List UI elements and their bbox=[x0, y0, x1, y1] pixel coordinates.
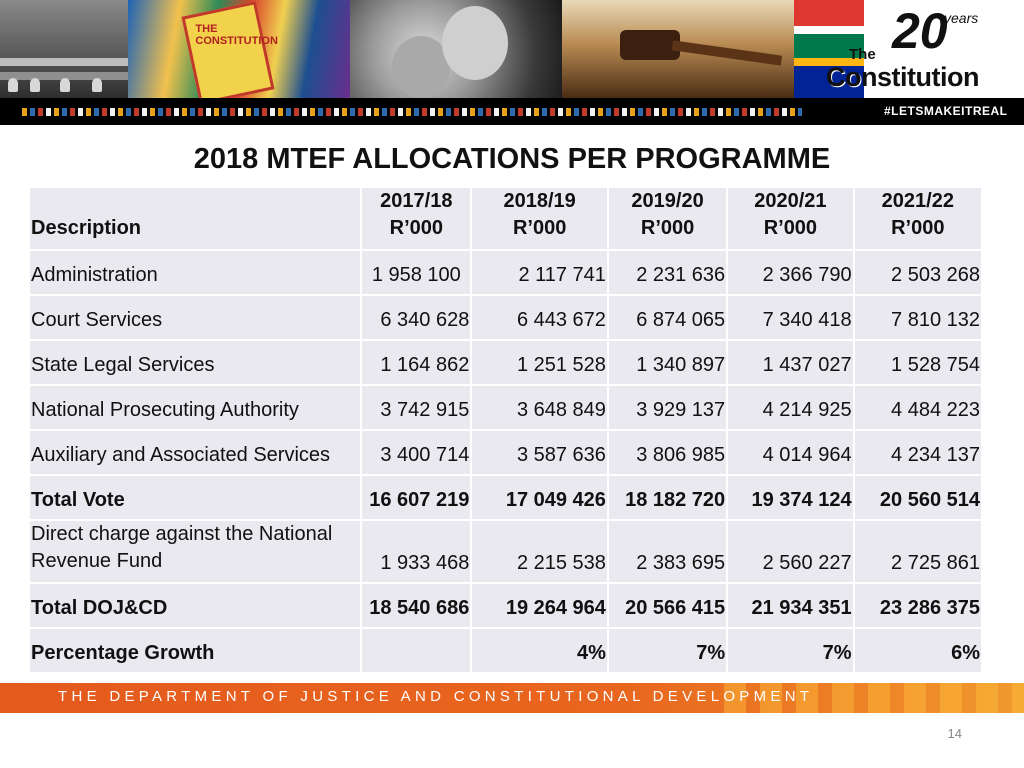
table-cell: 6 340 628 bbox=[362, 296, 473, 341]
table-cell: 1 958 100 bbox=[362, 251, 473, 296]
table-cell: 19 264 964 bbox=[472, 584, 609, 629]
table-cell: 6 443 672 bbox=[472, 296, 609, 341]
table-cell: 7 810 132 bbox=[854, 296, 981, 341]
table-cell: 2 231 636 bbox=[608, 251, 729, 296]
logo-constitution: Constitution bbox=[826, 62, 979, 92]
row-label: National Prosecuting Authority bbox=[30, 386, 363, 431]
table-cell: 2 383 695 bbox=[608, 521, 729, 584]
column-header-2020-21: 2020/21 R’000 bbox=[728, 188, 855, 251]
footer-decoration bbox=[724, 683, 1024, 713]
logo-number: 20 bbox=[892, 3, 948, 59]
column-header-description: Description bbox=[30, 188, 363, 251]
table-cell: 4 484 223 bbox=[854, 386, 981, 431]
footer-bar bbox=[0, 683, 1024, 713]
logo-the: The bbox=[849, 46, 876, 63]
column-header-2018-19: 2018/19 R’000 bbox=[472, 188, 609, 251]
table-row: State Legal Services 1 164 862 1 251 528… bbox=[30, 341, 981, 386]
table-cell: 6% bbox=[854, 629, 981, 674]
column-header-2021-22: 2021/22 R’000 bbox=[854, 188, 981, 251]
table-row: Court Services 6 340 628 6 443 672 6 874… bbox=[30, 296, 981, 341]
row-label: Total DOJ&CD bbox=[30, 584, 363, 629]
table-cell: 1 340 897 bbox=[608, 341, 729, 386]
table-cell: 18 182 720 bbox=[608, 476, 729, 521]
row-label: State Legal Services bbox=[30, 341, 363, 386]
row-label: Court Services bbox=[30, 296, 363, 341]
table-cell: 3 587 636 bbox=[472, 431, 609, 476]
table-cell: 20 560 514 bbox=[854, 476, 981, 521]
table-cell: 2 215 538 bbox=[472, 521, 609, 584]
row-label: Percentage Growth bbox=[30, 629, 363, 674]
gavel-photo bbox=[562, 0, 794, 98]
table-cell bbox=[362, 629, 473, 674]
table-row-total-vote: Total Vote 16 607 219 17 049 426 18 182 … bbox=[30, 476, 981, 521]
table-cell: 3 648 849 bbox=[472, 386, 609, 431]
table-cell: 2 366 790 bbox=[728, 251, 855, 296]
table-cell: 20 566 415 bbox=[608, 584, 729, 629]
department-name: THE DEPARTMENT OF JUSTICE AND CONSTITUTI… bbox=[58, 688, 814, 705]
table-cell: 7 340 418 bbox=[728, 296, 855, 341]
decorative-dot-strip bbox=[22, 108, 802, 116]
allocations-table: Description 2017/18 R’000 2018/19 R’000 20… bbox=[30, 188, 981, 674]
row-label: Direct charge against the National Reven… bbox=[30, 521, 363, 584]
table-cell: 21 934 351 bbox=[728, 584, 855, 629]
table-cell: 2 725 861 bbox=[854, 521, 981, 584]
table-cell: 3 929 137 bbox=[608, 386, 729, 431]
column-header-2019-20: 2019/20 R’000 bbox=[608, 188, 729, 251]
table-row-percentage-growth: Percentage Growth 4% 7% 7% 6% bbox=[30, 629, 981, 674]
row-label-line-2: Revenue Fund bbox=[31, 550, 163, 572]
table-cell: 2 503 268 bbox=[854, 251, 981, 296]
table-header-row: Description 2017/18 R’000 2018/19 R’000 20… bbox=[30, 188, 981, 251]
table-cell: 2 560 227 bbox=[728, 521, 855, 584]
table-cell: 3 400 714 bbox=[362, 431, 473, 476]
row-label: Administration bbox=[30, 251, 363, 296]
table-cell: 2 117 741 bbox=[472, 251, 609, 296]
table-cell: 1 437 027 bbox=[728, 341, 855, 386]
page-number: 14 bbox=[947, 726, 962, 741]
table-cell: 1 251 528 bbox=[472, 341, 609, 386]
table-cell: 6 874 065 bbox=[608, 296, 729, 341]
table-cell: 1 528 754 bbox=[854, 341, 981, 386]
table-cell: 17 049 426 bbox=[472, 476, 609, 521]
table-cell: 3 806 985 bbox=[608, 431, 729, 476]
table-row: National Prosecuting Authority 3 742 915… bbox=[30, 386, 981, 431]
constitution-20-years-logo: 20 years The Constitution bbox=[794, 0, 1024, 98]
row-label: Total Vote bbox=[30, 476, 363, 521]
column-header-2017-18: 2017/18 R’000 bbox=[362, 188, 473, 251]
artwork-book-text: THE CONSTITUTION bbox=[195, 22, 278, 47]
table-cell: 4 014 964 bbox=[728, 431, 855, 476]
table-row-total-dojcd: Total DOJ&CD 18 540 686 19 264 964 20 56… bbox=[30, 584, 981, 629]
table-cell: 4 234 137 bbox=[854, 431, 981, 476]
table-cell: 19 374 124 bbox=[728, 476, 855, 521]
table-cell: 18 540 686 bbox=[362, 584, 473, 629]
table-row: Administration 1 958 100 2 117 741 2 231… bbox=[30, 251, 981, 296]
hashtag-text: #LETSMAKEITREAL bbox=[884, 104, 1008, 118]
row-label-line-1: Direct charge against the National bbox=[31, 523, 333, 545]
table-cell: 4% bbox=[472, 629, 609, 674]
logo-years: years bbox=[944, 10, 979, 26]
courtroom-photo bbox=[0, 0, 128, 98]
constitution-artwork: THE CONSTITUTION bbox=[128, 0, 350, 98]
table-cell: 1 933 468 bbox=[362, 521, 473, 584]
table-row: Auxiliary and Associated Services 3 400 … bbox=[30, 431, 981, 476]
table-cell: 7% bbox=[608, 629, 729, 674]
elderly-couple-photo bbox=[350, 0, 562, 98]
table-cell: 4 214 925 bbox=[728, 386, 855, 431]
header-banner: THE CONSTITUTION 20 years The Constituti… bbox=[0, 0, 1024, 125]
page-title: 2018 MTEF ALLOCATIONS PER PROGRAMME bbox=[193, 143, 831, 175]
table-cell: 3 742 915 bbox=[362, 386, 473, 431]
table-row: Direct charge against the National Reven… bbox=[30, 521, 981, 584]
table-cell: 7% bbox=[728, 629, 855, 674]
table-cell: 1 164 862 bbox=[362, 341, 473, 386]
row-label: Auxiliary and Associated Services bbox=[30, 431, 363, 476]
table-cell: 23 286 375 bbox=[854, 584, 981, 629]
table-cell: 16 607 219 bbox=[362, 476, 473, 521]
